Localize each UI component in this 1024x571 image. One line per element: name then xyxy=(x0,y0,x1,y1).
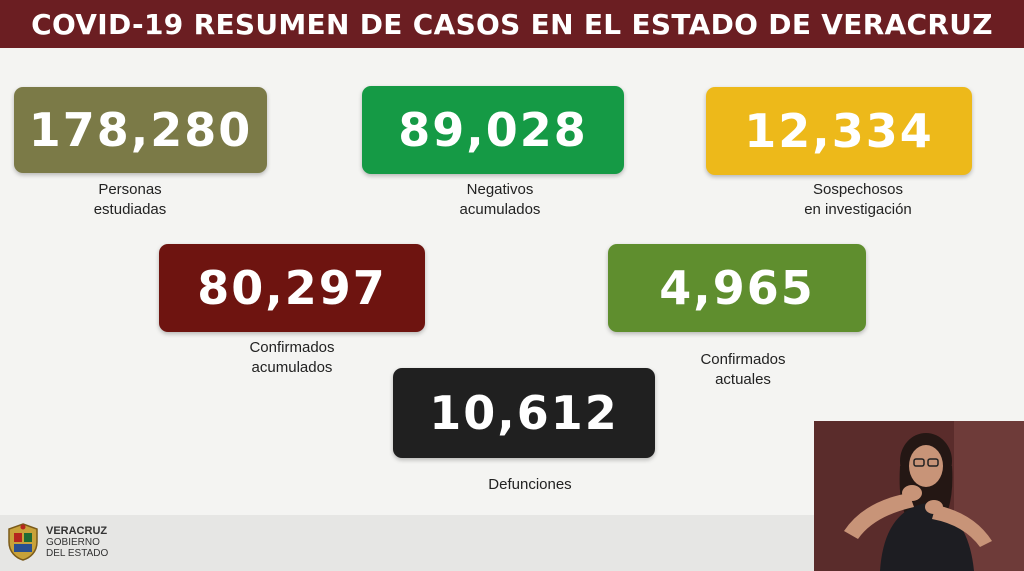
stat-card-personas-estudiadas: 178,280 xyxy=(14,87,267,173)
logo-line: GOBIERNO xyxy=(46,536,100,548)
logo-line: DEL ESTADO xyxy=(46,547,109,559)
stat-value: 12,334 xyxy=(744,104,934,158)
stat-label-line: actuales xyxy=(715,371,771,388)
stat-value: 10,612 xyxy=(429,386,619,440)
stat-label-line: Confirmados xyxy=(700,351,786,368)
stat-card-confirmados-acumulados: 80,297 xyxy=(159,244,425,332)
stat-value: 80,297 xyxy=(197,261,387,315)
veracruz-logo: VERACRUZ GOBIERNO DEL ESTADO xyxy=(4,522,108,562)
stat-label-line: Defunciones xyxy=(488,476,572,493)
stat-label-line: acumulados xyxy=(251,359,333,376)
stat-label-line: Sospechosos xyxy=(812,181,904,198)
logo-line: VERACRUZ xyxy=(46,524,108,537)
stat-value: 89,028 xyxy=(398,103,588,157)
stat-label-line: Personas xyxy=(98,181,162,198)
stat-label-confirmados-actuales: Confirmados actuales xyxy=(653,350,833,390)
title-bar: COVID-19 RESUMEN DE CASOS EN EL ESTADO D… xyxy=(0,0,1024,48)
stat-label-line: en investigación xyxy=(804,201,912,218)
stat-card-defunciones: 10,612 xyxy=(393,368,655,458)
stat-value: 178,280 xyxy=(28,103,253,157)
stat-label-line: Negativos xyxy=(466,181,534,198)
stat-label-sospechosos: Sospechosos en investigación xyxy=(768,180,948,220)
stat-card-sospechosos: 12,334 xyxy=(706,87,972,175)
stat-label-personas-estudiadas: Personas estudiadas xyxy=(40,180,220,220)
stat-value: 4,965 xyxy=(659,261,815,315)
stat-card-confirmados-actuales: 4,965 xyxy=(608,244,866,332)
stat-label-defunciones: Defunciones xyxy=(440,475,620,495)
state-coat-of-arms-icon xyxy=(8,523,38,561)
stat-label-line: Confirmados xyxy=(249,339,335,356)
sign-language-interpreter-video xyxy=(814,421,1024,571)
interpreter-figure xyxy=(814,421,1024,571)
page-title: COVID-19 RESUMEN DE CASOS EN EL ESTADO D… xyxy=(31,7,993,41)
stat-label-negativos-acumulados: Negativos acumulados xyxy=(410,180,590,220)
logo-text: VERACRUZ GOBIERNO DEL ESTADO xyxy=(46,524,109,559)
stat-label-confirmados-acumulados: Confirmados acumulados xyxy=(202,338,382,378)
stat-card-negativos-acumulados: 89,028 xyxy=(362,86,624,174)
stat-label-line: estudiadas xyxy=(93,201,167,218)
stat-label-line: acumulados xyxy=(459,201,541,218)
